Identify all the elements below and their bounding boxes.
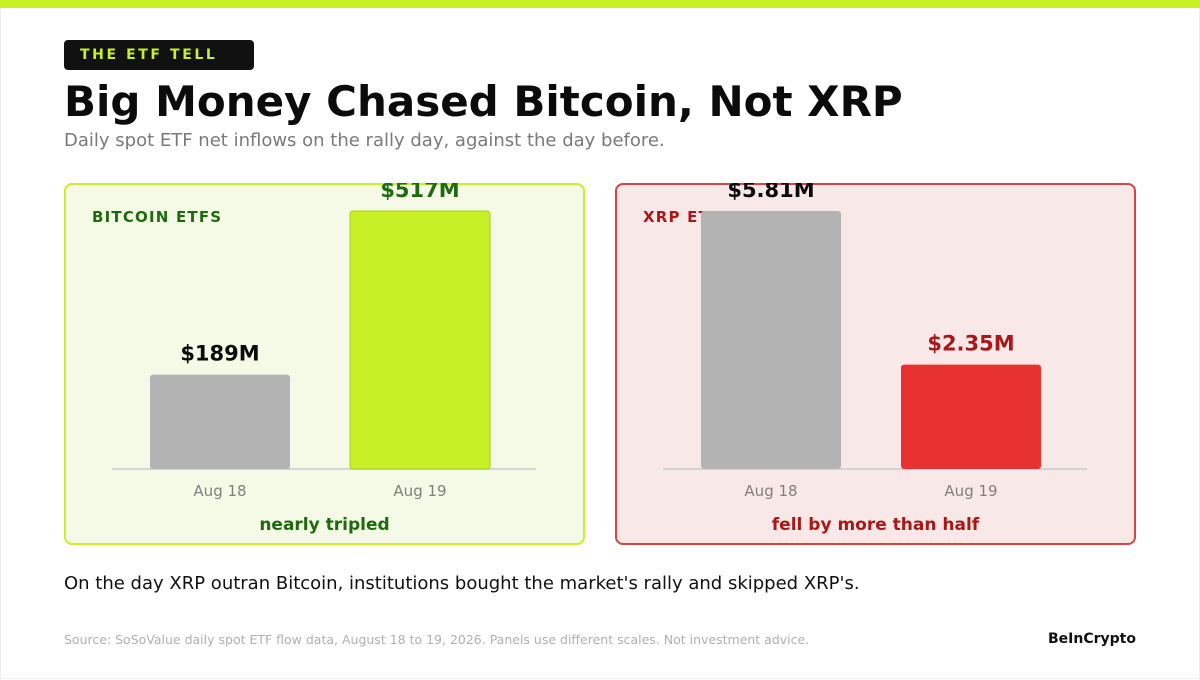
bitcoin-etf-chart: $189M Aug 18 $517M Aug 19 — [112, 183, 536, 500]
page-subtitle: Daily spot ETF net inflows on the rally … — [64, 130, 665, 151]
bitcoin-value-label-1: $189M — [180, 342, 259, 366]
brand-accent-bar — [0, 0, 1200, 8]
bitcoin-category-label-2: Aug 19 — [393, 482, 446, 500]
xrp-etf-chart: $5.81M Aug 18 $2.35M Aug 19 — [663, 183, 1087, 500]
xrp-bar-2 — [901, 364, 1041, 469]
source-note: Source: SoSoValue daily spot ETF flow da… — [64, 632, 810, 647]
panel-label-bitcoin: BITCOIN ETFS — [92, 208, 223, 226]
bitcoin-value-label-2: $517M — [380, 183, 459, 202]
kicker-badge: THE ETF TELL — [64, 40, 254, 70]
bitcoin-etf-panel: BITCOIN ETFS $189M Aug 18 $517M Aug 19 near… — [64, 183, 585, 545]
xrp-value-label-1: $5.81M — [727, 183, 814, 202]
bitcoin-bar-2 — [349, 210, 491, 470]
panel-note-xrp: fell by more than half — [771, 515, 980, 535]
takeaway-text: On the day XRP outran Bitcoin, instituti… — [64, 573, 860, 594]
xrp-category-label-2: Aug 19 — [944, 482, 997, 500]
panel-note-bitcoin: nearly tripled — [259, 515, 390, 535]
xrp-bar-1 — [701, 211, 841, 469]
xrp-value-label-2: $2.35M — [927, 332, 1014, 356]
brand-logo: BeInCrypto — [1048, 631, 1136, 647]
bitcoin-bar-1 — [150, 374, 290, 469]
xrp-category-label-1: Aug 18 — [744, 482, 797, 500]
xrp-etf-panel: XRP ETFS $5.81M Aug 18 $2.35M Aug 19 fell b… — [615, 183, 1136, 545]
bitcoin-category-label-1: Aug 18 — [193, 482, 246, 500]
page-title: Big Money Chased Bitcoin, Not XRP — [64, 77, 903, 126]
